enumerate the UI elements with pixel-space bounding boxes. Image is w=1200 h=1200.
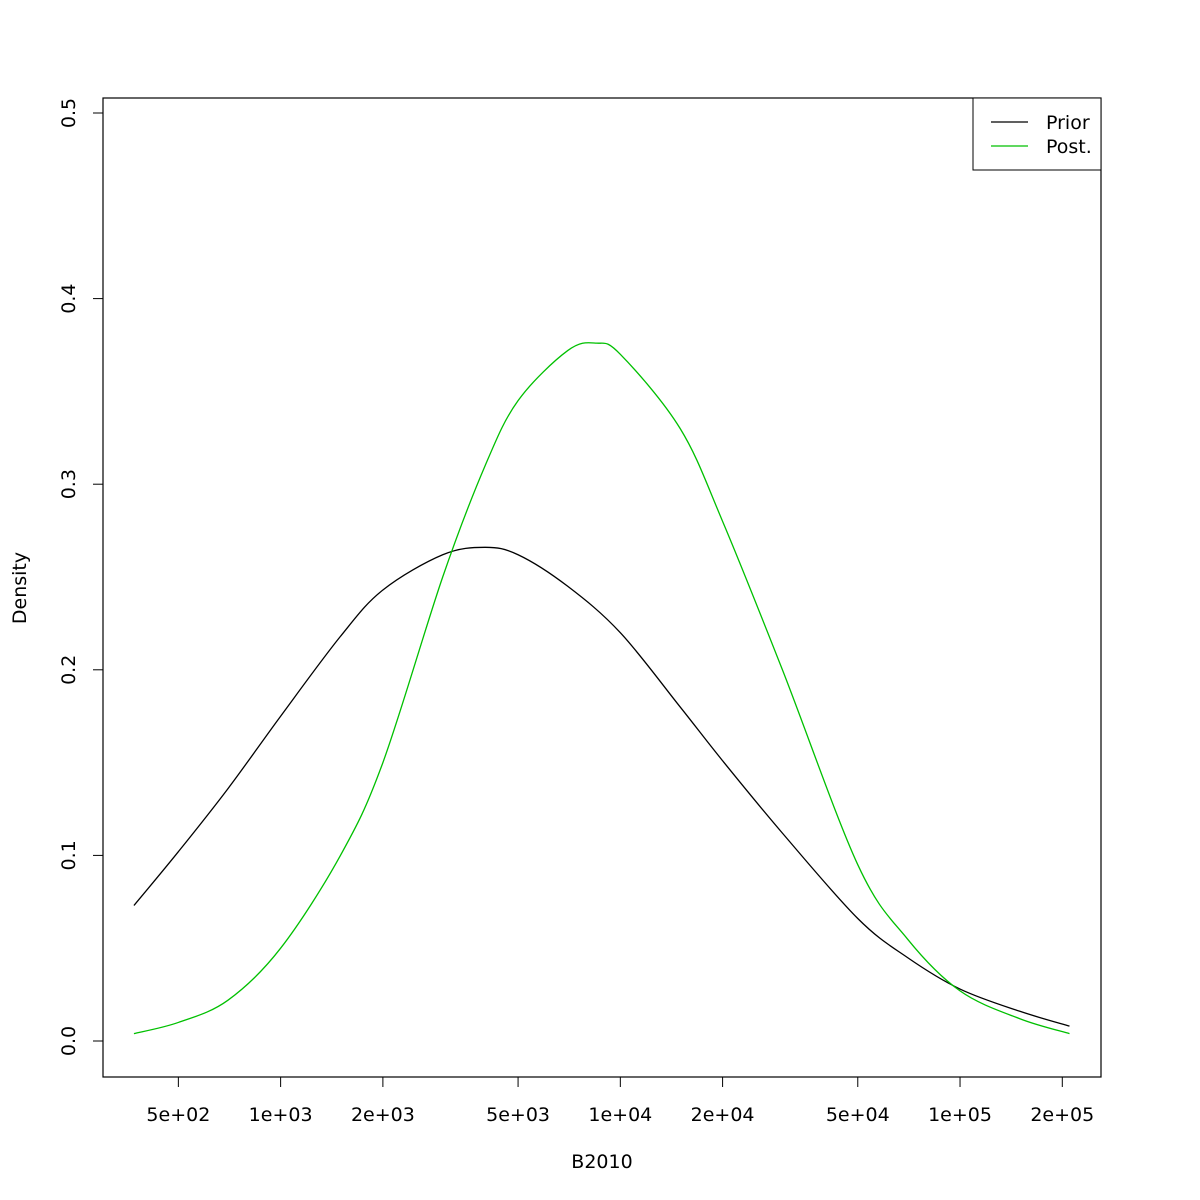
series-layer — [133, 342, 1070, 1035]
x-tick-label: 2e+03 — [351, 1104, 415, 1126]
series-line-prior — [133, 546, 1070, 1027]
legend-label-prior: Prior — [1046, 112, 1090, 134]
x-tick-label: 1e+04 — [588, 1104, 652, 1126]
x-axis: 5e+02 1e+03 2e+03 5e+03 1e+04 2e+04 5e+04 1e+05… — [146, 1077, 1094, 1126]
y-axis: 0.0 0.1 0.2 0.3 0.4 0.5 — [58, 98, 103, 1056]
plot-frame — [102, 97, 1102, 1078]
x-tick-label: 1e+03 — [249, 1104, 313, 1126]
y-tick-label: 0.2 — [58, 655, 80, 685]
x-tick-label: 5e+02 — [146, 1104, 210, 1126]
legend: Prior Post. — [972, 97, 1102, 171]
y-tick-label: 0.4 — [58, 283, 80, 313]
x-tick-label: 5e+04 — [826, 1104, 890, 1126]
x-tick-label: 1e+05 — [928, 1104, 992, 1126]
y-axis-title: Density — [9, 552, 31, 624]
legend-box — [972, 97, 1102, 171]
y-tick-label: 0.1 — [58, 840, 80, 870]
legend-label-post: Post. — [1046, 136, 1092, 158]
x-tick-label: 5e+03 — [486, 1104, 550, 1126]
series-line-post — [133, 342, 1070, 1035]
y-tick-label: 0.5 — [58, 98, 80, 128]
y-tick-label: 0.0 — [58, 1026, 80, 1056]
x-tick-label: 2e+04 — [691, 1104, 755, 1126]
x-tick-label: 2e+05 — [1030, 1104, 1094, 1126]
y-tick-label: 0.3 — [58, 469, 80, 499]
x-axis-title: B2010 — [571, 1151, 632, 1173]
